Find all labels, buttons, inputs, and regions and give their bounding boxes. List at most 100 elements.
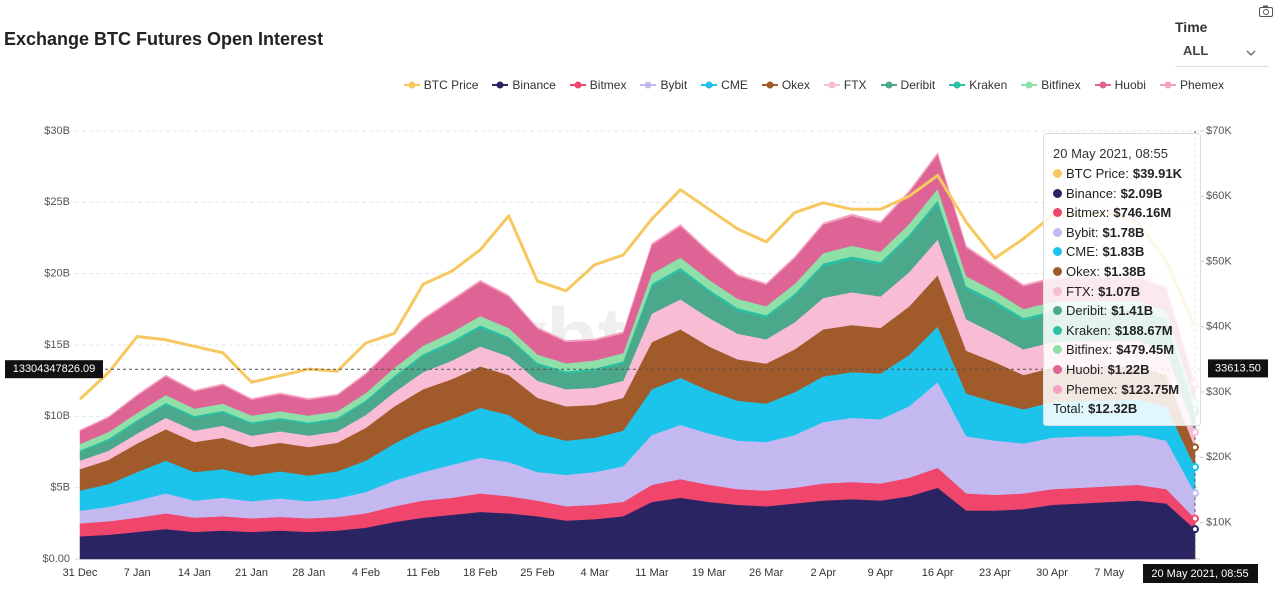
time-value: ALL — [1183, 43, 1209, 58]
tooltip-label: Deribit: — [1066, 303, 1108, 319]
tooltip-row: Bitfinex: $479.45M — [1053, 342, 1174, 357]
x-tick-label: 25 Feb — [520, 567, 554, 579]
legend-item[interactable]: Binance — [492, 78, 556, 92]
hover-dot — [1191, 428, 1199, 437]
legend-item[interactable]: Bitfinex — [1021, 78, 1081, 92]
x-tick-label: 21 Jan — [235, 567, 268, 579]
legend-label: Huobi — [1114, 78, 1146, 92]
x-tick-label: 14 Jan — [178, 567, 211, 579]
legend-icon — [880, 81, 897, 89]
crosshair-y2-label: 33613.50 — [1215, 362, 1261, 374]
crosshair-y-box — [5, 360, 103, 379]
legend-label: Phemex — [1179, 78, 1224, 92]
y2-tick-label: $60K — [1206, 190, 1232, 202]
legend-label: Bybit — [660, 78, 688, 92]
tooltip-total-value: $12.32B — [1088, 401, 1138, 417]
legend-item[interactable]: Kraken — [949, 78, 1007, 92]
tooltip-value: $1.41B — [1111, 303, 1154, 319]
y2-tick-label: $20K — [1206, 451, 1232, 463]
x-tick-label: 4 Feb — [352, 567, 380, 579]
legend-dot — [828, 81, 836, 89]
tooltip-title: 20 May 2021, 08:55 — [1053, 146, 1168, 161]
tooltip-label: Binance: — [1066, 185, 1117, 201]
tooltip-value: $1.38B — [1103, 264, 1146, 279]
tooltip-row: Bitmex: $746.16M — [1053, 205, 1171, 220]
tooltip-dot — [1053, 384, 1062, 394]
x-tick-label: 26 Mar — [749, 567, 784, 579]
legend-item[interactable]: Deribit — [880, 78, 935, 92]
legend-item[interactable]: FTX — [823, 78, 867, 92]
tooltip-dot — [1053, 345, 1062, 355]
legend-item[interactable]: Bitmex — [569, 78, 626, 92]
tooltip-value: $479.45M — [1116, 342, 1175, 358]
tooltip-value: $188.67M — [1114, 322, 1173, 338]
legend-icon — [1021, 81, 1038, 89]
tooltip-dot — [1053, 188, 1062, 198]
tooltip-row: Kraken: $188.67M — [1053, 323, 1173, 338]
x-tick-label: 23 Apr — [979, 567, 1011, 579]
legend-item[interactable]: BTC Price — [403, 78, 479, 92]
tooltip-value: $2.09B — [1120, 185, 1163, 201]
y-tick-label: $25B — [44, 196, 70, 208]
tooltip-label: BTC Price: — [1066, 166, 1129, 181]
tooltip-label: Phemex: — [1066, 381, 1118, 397]
tooltip-label: Kraken: — [1066, 322, 1111, 338]
x-tick-label: 11 Mar — [635, 567, 669, 579]
line — [78, 173, 1197, 401]
hover-dot — [1191, 514, 1199, 523]
legend-label: Bitfinex — [1041, 78, 1081, 92]
legend-label: FTX — [843, 78, 867, 92]
legend-icon — [761, 81, 778, 89]
legend-item[interactable]: Okex — [761, 78, 810, 92]
hover-dot — [1191, 525, 1199, 534]
legend-label: CME — [721, 78, 748, 92]
tooltip-dot — [1053, 227, 1062, 237]
tooltip-label: Okex: — [1066, 264, 1100, 279]
legend-label: Okex — [781, 78, 810, 92]
tooltip-row: Bybit: $1.78B — [1053, 225, 1144, 240]
x-tick-label: 18 Feb — [463, 567, 497, 579]
time-dropdown[interactable]: ALL — [1175, 38, 1269, 67]
screenshot-icon[interactable] — [1258, 4, 1274, 18]
legend-label: BTC Price — [423, 78, 479, 92]
legend-dot — [953, 81, 961, 89]
legend-dot — [408, 81, 416, 89]
legend-dot — [496, 81, 504, 89]
hover-dot — [1191, 443, 1199, 452]
tooltip-dot — [1053, 306, 1062, 316]
tooltip-label: Bybit: — [1066, 224, 1099, 240]
legend-label: Kraken — [969, 78, 1008, 92]
tooltip-value: $1.78B — [1102, 224, 1145, 240]
y-tick-label: $20B — [44, 268, 70, 280]
legend-label: Binance — [512, 78, 556, 92]
y-tick-label: $10B — [44, 410, 70, 422]
x-tick-label: 16 Apr — [922, 567, 954, 579]
legend-icon — [640, 81, 657, 89]
tooltip-label: Huobi: — [1066, 362, 1104, 377]
tooltip-value: $746.16M — [1113, 205, 1172, 221]
tooltip-row: Binance: $2.09B — [1053, 186, 1163, 201]
legend-dot — [1025, 81, 1033, 89]
x-tick-label: 7 Jan — [124, 567, 151, 579]
y-tick-label: $15B — [44, 339, 70, 351]
legend-icon — [1094, 81, 1111, 89]
legend-icon — [403, 81, 420, 89]
tooltip-value: $123.75M — [1121, 381, 1180, 397]
tooltip-label: CME: — [1066, 244, 1099, 260]
legend-item[interactable]: CME — [701, 78, 748, 92]
legend-item[interactable]: Bybit — [640, 78, 687, 92]
x-tick-label: 11 Feb — [406, 567, 439, 579]
crosshair-y2-box — [1208, 359, 1268, 378]
tooltip-label: Bitfinex: — [1066, 342, 1113, 358]
x-tick-label: 30 Apr — [1036, 567, 1068, 579]
tooltip-row: Deribit: $1.41B — [1053, 303, 1153, 318]
legend-icon — [569, 81, 586, 89]
legend-item[interactable]: Huobi — [1094, 78, 1146, 92]
legend-item[interactable]: Phemex — [1159, 78, 1224, 92]
tooltip-row: BTC Price: $39.91K — [1053, 166, 1182, 181]
tooltip-dot — [1053, 267, 1062, 276]
tooltip-row: CME: $1.83B — [1053, 244, 1144, 259]
chevron — [1246, 50, 1256, 56]
x-tick-label: 28 Jan — [292, 567, 325, 579]
